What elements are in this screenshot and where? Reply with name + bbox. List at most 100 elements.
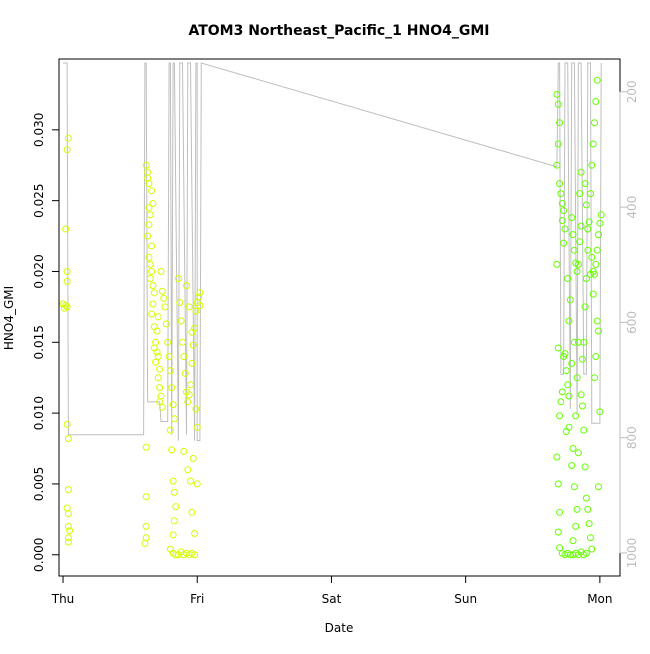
data-point xyxy=(170,415,178,423)
data-points-layer xyxy=(59,76,605,559)
data-point xyxy=(591,374,598,382)
data-point xyxy=(156,398,164,406)
x-tick-label: Thu xyxy=(51,592,75,606)
data-point xyxy=(565,317,573,325)
data-point xyxy=(558,217,566,224)
profile-line xyxy=(63,62,602,442)
data-point xyxy=(580,426,588,434)
data-point xyxy=(588,253,596,261)
data-point xyxy=(582,494,590,502)
data-point xyxy=(148,187,156,195)
data-point xyxy=(568,360,576,367)
data-point xyxy=(597,211,605,219)
data-point xyxy=(570,338,578,346)
data-point xyxy=(570,483,578,491)
data-point xyxy=(148,242,156,250)
data-point xyxy=(64,522,72,530)
data-point xyxy=(161,303,169,311)
y-tick-label: 0.015 xyxy=(32,325,46,359)
x-tick-label: Mon xyxy=(587,592,612,606)
data-point xyxy=(160,294,168,302)
data-point xyxy=(589,140,597,148)
data-point xyxy=(554,344,562,352)
data-point xyxy=(558,200,566,207)
data-point xyxy=(584,225,592,233)
data-point xyxy=(560,207,568,215)
data-point xyxy=(142,443,150,451)
data-point xyxy=(192,307,200,315)
data-point xyxy=(166,426,174,434)
data-point xyxy=(196,302,204,309)
data-point xyxy=(169,477,177,485)
data-point xyxy=(64,134,72,142)
y-tick-label: 0.020 xyxy=(32,254,46,288)
data-point xyxy=(63,420,71,428)
data-point xyxy=(154,313,162,321)
data-point xyxy=(185,391,193,399)
vertical-profile-layer xyxy=(63,62,602,442)
data-point xyxy=(588,545,596,553)
data-point xyxy=(569,537,577,545)
y-tick-label: 0.010 xyxy=(32,396,46,430)
data-point xyxy=(165,353,173,360)
data-point xyxy=(154,353,162,360)
data-point xyxy=(584,246,592,254)
data-point xyxy=(570,246,578,254)
data-point xyxy=(177,317,185,325)
data-point xyxy=(188,508,196,516)
data-point xyxy=(153,348,161,356)
data-point xyxy=(556,508,564,516)
data-point xyxy=(565,392,573,400)
data-point xyxy=(156,365,164,373)
y-right-tick-label: 800 xyxy=(625,426,639,449)
data-point xyxy=(188,360,196,367)
data-point xyxy=(574,338,582,346)
data-point xyxy=(193,423,201,431)
data-point xyxy=(581,463,589,471)
data-point xyxy=(146,260,154,268)
data-point xyxy=(591,119,598,127)
data-point xyxy=(582,201,590,209)
data-point xyxy=(148,310,156,318)
x-tick-label: Fri xyxy=(190,592,204,606)
data-point xyxy=(576,238,584,246)
data-point xyxy=(592,353,600,360)
data-point xyxy=(577,168,585,176)
data-point xyxy=(156,384,164,392)
data-point xyxy=(172,551,180,559)
data-point xyxy=(187,381,194,389)
data-point xyxy=(181,369,189,377)
data-point xyxy=(172,503,180,511)
data-point xyxy=(145,204,153,212)
data-point xyxy=(553,260,561,268)
y-tick-label: 0.025 xyxy=(32,183,46,217)
data-point xyxy=(557,398,565,406)
data-point xyxy=(591,270,598,278)
data-point xyxy=(561,225,569,233)
data-point xyxy=(553,453,561,461)
y-axis-left: 0.000 0.005 0.010 0.015 0.020 0.025 0.030 xyxy=(32,113,60,572)
data-point xyxy=(588,161,596,169)
data-point xyxy=(164,338,172,346)
data-point xyxy=(593,76,601,84)
data-point xyxy=(180,447,188,455)
y-right-tick-label: 1000 xyxy=(625,538,639,569)
data-point xyxy=(595,231,602,239)
data-point xyxy=(142,493,150,501)
data-point xyxy=(596,408,604,416)
data-point xyxy=(64,534,72,542)
data-point xyxy=(188,328,196,336)
data-point xyxy=(146,211,154,219)
data-point xyxy=(66,527,74,535)
data-point xyxy=(565,423,573,431)
data-point xyxy=(196,289,204,297)
data-point xyxy=(63,268,71,275)
data-point xyxy=(572,522,580,530)
y-axis-label: HNO4_GMI xyxy=(2,286,16,350)
data-point xyxy=(589,290,597,298)
data-point xyxy=(569,445,577,452)
data-point xyxy=(170,517,178,525)
data-point xyxy=(581,180,589,188)
data-point xyxy=(150,289,158,297)
